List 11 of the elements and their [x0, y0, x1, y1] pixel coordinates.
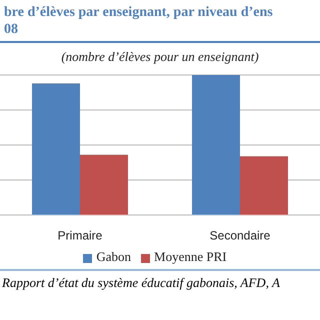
chart-subtitle: (nombre d’élèves pour un enseignant) [60, 49, 260, 65]
bar [192, 75, 240, 215]
x-tick-label: Primaire [58, 228, 103, 243]
bar [240, 156, 288, 215]
text: Rapport d’état du système éducatif gabonais, AFD, A [0, 269, 320, 291]
bar [32, 83, 80, 215]
chart-title: bre d’élèves par enseignant, par niveau d’ens 08 [0, 0, 320, 43]
legend-label: Gabon [96, 249, 132, 264]
legend-label: Moyenne PRI [154, 249, 227, 264]
x-tick-label: Secondaire [210, 228, 271, 243]
bar [80, 154, 128, 215]
